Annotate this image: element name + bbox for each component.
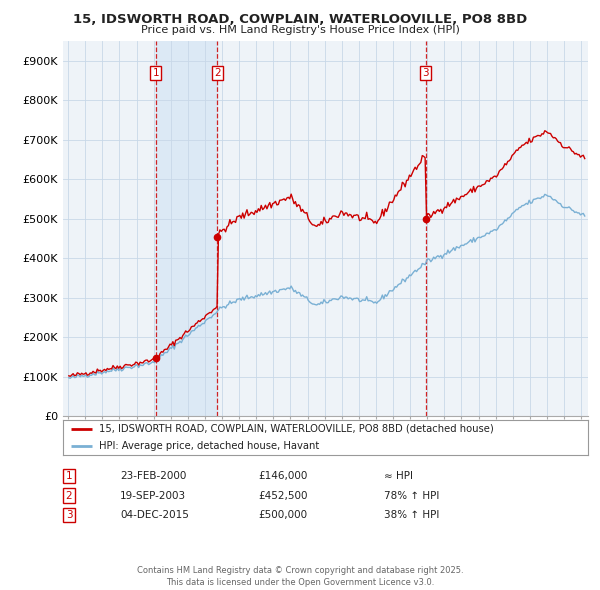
Text: 19-SEP-2003: 19-SEP-2003 [120, 491, 186, 500]
Text: 3: 3 [65, 510, 73, 520]
Text: £452,500: £452,500 [258, 491, 308, 500]
Text: ≈ HPI: ≈ HPI [384, 471, 413, 481]
Text: 38% ↑ HPI: 38% ↑ HPI [384, 510, 439, 520]
Bar [156, 41, 217, 416]
Text: 2: 2 [214, 68, 221, 78]
Text: £146,000: £146,000 [258, 471, 307, 481]
Text: Price paid vs. HM Land Registry's House Price Index (HPI): Price paid vs. HM Land Registry's House … [140, 25, 460, 35]
Text: 3: 3 [422, 68, 429, 78]
Text: £500,000: £500,000 [258, 510, 307, 520]
Text: 04-DEC-2015: 04-DEC-2015 [120, 510, 189, 520]
Text: Contains HM Land Registry data © Crown copyright and database right 2025.
This d: Contains HM Land Registry data © Crown c… [137, 566, 463, 587]
Text: 23-FEB-2000: 23-FEB-2000 [120, 471, 187, 481]
Text: HPI: Average price, detached house, Havant: HPI: Average price, detached house, Hava… [98, 441, 319, 451]
Text: 78% ↑ HPI: 78% ↑ HPI [384, 491, 439, 500]
Text: 1: 1 [65, 471, 73, 481]
Text: 2: 2 [65, 491, 73, 500]
Text: 15, IDSWORTH ROAD, COWPLAIN, WATERLOOVILLE, PO8 8BD (detached house): 15, IDSWORTH ROAD, COWPLAIN, WATERLOOVIL… [98, 424, 493, 434]
Text: 15, IDSWORTH ROAD, COWPLAIN, WATERLOOVILLE, PO8 8BD: 15, IDSWORTH ROAD, COWPLAIN, WATERLOOVIL… [73, 13, 527, 26]
Text: 1: 1 [152, 68, 159, 78]
